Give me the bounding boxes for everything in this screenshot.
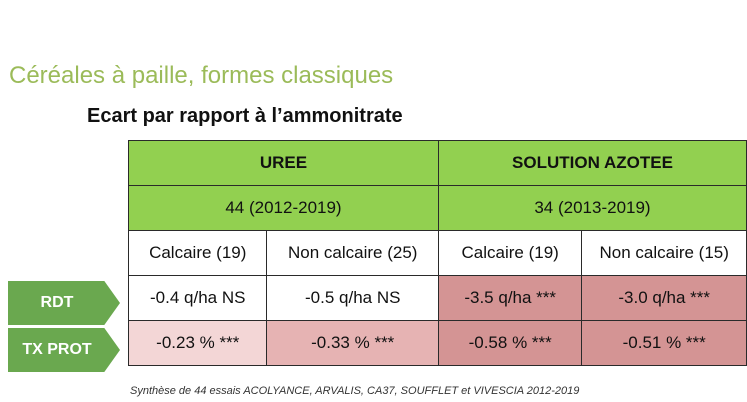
table-cell: -3.0 q/ha *** bbox=[581, 275, 747, 321]
column-header: Non calcaire (25) bbox=[266, 230, 439, 276]
group-header-row: UREE SOLUTION AZOTEE bbox=[128, 140, 747, 186]
trials-row: 44 (2012-2019) 34 (2013-2019) bbox=[128, 185, 747, 231]
slide-title: Céréales à paille, formes classiques bbox=[9, 62, 394, 89]
uree-trials-cell: 44 (2012-2019) bbox=[128, 185, 439, 231]
table-cell: -3.5 q/ha *** bbox=[437, 275, 583, 321]
table-row: -0.4 q/ha NS -0.5 q/ha NS -3.5 q/ha *** … bbox=[127, 275, 747, 321]
table-row: -0.23 % *** -0.33 % *** -0.58 % *** -0.5… bbox=[127, 320, 747, 366]
group-solution-header: SOLUTION AZOTEE bbox=[437, 140, 747, 186]
soil-type-row: Calcaire (19) Non calcaire (25) Calcaire… bbox=[127, 230, 747, 276]
column-header: Calcaire (19) bbox=[437, 230, 583, 276]
group-uree-header: UREE bbox=[128, 140, 439, 186]
column-header: Non calcaire (15) bbox=[581, 230, 747, 276]
row-label-rdt: RDT bbox=[8, 281, 120, 325]
table-cell: -0.58 % *** bbox=[437, 320, 583, 366]
row-label-text: RDT bbox=[40, 294, 74, 311]
source-footnote: Synthèse de 44 essais ACOLYANCE, ARVALIS… bbox=[130, 385, 580, 397]
table-cell: -0.33 % *** bbox=[266, 320, 439, 366]
table-cell: -0.23 % *** bbox=[127, 320, 268, 366]
table-cell: -0.5 q/ha NS bbox=[266, 275, 439, 321]
table-cell: -0.4 q/ha NS bbox=[127, 275, 268, 321]
table-cell: -0.51 % *** bbox=[581, 320, 747, 366]
column-header: Calcaire (19) bbox=[127, 230, 268, 276]
results-table: UREE SOLUTION AZOTEE 44 (2012-2019) 34 (… bbox=[127, 140, 747, 366]
solution-trials-cell: 34 (2013-2019) bbox=[437, 185, 747, 231]
table-subtitle: Ecart par rapport à l’ammonitrate bbox=[87, 105, 403, 127]
row-label-tx-prot: TX PROT bbox=[8, 328, 120, 372]
row-label-text: TX PROT bbox=[22, 341, 92, 358]
